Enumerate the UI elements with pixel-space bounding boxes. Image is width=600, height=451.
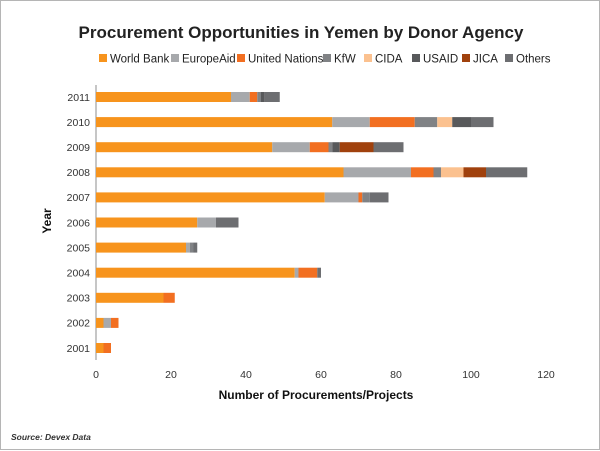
bar-segment bbox=[298, 267, 318, 278]
bar-segment bbox=[463, 167, 486, 178]
legend-swatch bbox=[171, 54, 179, 62]
bar-segment bbox=[324, 192, 359, 203]
y-tick-label: 2001 bbox=[67, 343, 91, 355]
bar-segment bbox=[96, 217, 198, 228]
bar-segment bbox=[272, 142, 310, 153]
legend-swatch bbox=[462, 54, 470, 62]
bar-segment bbox=[257, 92, 261, 102]
bar-segment bbox=[96, 117, 333, 128]
y-axis-title: Year bbox=[40, 208, 54, 234]
legend: World Bank EuropeAid United Nations KfW CIDA… bbox=[99, 54, 551, 66]
bar-segment bbox=[452, 117, 471, 128]
bar-segment bbox=[96, 292, 164, 303]
bar-segment bbox=[96, 267, 295, 278]
bar-segment bbox=[471, 117, 494, 128]
bar-segment bbox=[193, 242, 198, 253]
legend-label: World Bank bbox=[110, 54, 169, 66]
bar-segment bbox=[317, 267, 321, 278]
bar-segment bbox=[437, 117, 453, 128]
y-tick-label: 2009 bbox=[67, 142, 91, 154]
legend-label: JICA bbox=[473, 54, 498, 66]
y-tick-label: 2010 bbox=[67, 117, 91, 129]
x-tick-label: 40 bbox=[240, 369, 252, 381]
source-note: Source: Devex Data bbox=[11, 432, 91, 442]
legend-label: CIDA bbox=[375, 54, 403, 66]
legend-label: KfW bbox=[334, 54, 356, 66]
axes: 0 20 40 60 80 100 120 2011 2010 2009 2008 2007 2006 2… bbox=[67, 85, 555, 381]
bar-segment bbox=[96, 242, 186, 253]
bar-segment bbox=[332, 117, 370, 128]
bar-segment bbox=[294, 267, 299, 278]
legend-swatch bbox=[323, 54, 331, 62]
bar-segment bbox=[369, 117, 415, 128]
bar-segment bbox=[96, 142, 273, 153]
bar-segment bbox=[111, 317, 119, 328]
bar-segment bbox=[216, 217, 239, 228]
bar-segment bbox=[264, 92, 280, 102]
bar-segment bbox=[103, 343, 111, 353]
bar-segment bbox=[163, 292, 175, 303]
bars bbox=[96, 92, 528, 353]
chart-title: Procurement Opportunities in Yemen by Do… bbox=[79, 23, 524, 42]
x-tick-label: 60 bbox=[315, 369, 327, 381]
legend-swatch bbox=[237, 54, 245, 62]
bar-segment bbox=[231, 92, 250, 102]
x-axis-title: Number of Procurements/Projects bbox=[219, 388, 414, 402]
legend-label: EuropeAid bbox=[182, 54, 236, 66]
x-tick-label: 120 bbox=[537, 369, 555, 381]
bar-segment bbox=[249, 92, 258, 102]
x-tick-label: 0 bbox=[93, 369, 99, 381]
bar-segment bbox=[433, 167, 441, 178]
x-tick-label: 100 bbox=[462, 369, 480, 381]
bar-segment bbox=[103, 317, 111, 328]
y-tick-label: 2005 bbox=[67, 242, 91, 254]
legend-swatch bbox=[412, 54, 420, 62]
bar-segment bbox=[441, 167, 464, 178]
y-tick-label: 2008 bbox=[67, 167, 91, 179]
legend-label: USAID bbox=[423, 54, 458, 66]
bar-segment bbox=[197, 217, 216, 228]
bar-segment bbox=[189, 242, 194, 253]
y-tick-label: 2011 bbox=[67, 92, 90, 104]
bar-segment bbox=[96, 317, 104, 328]
bar-segment bbox=[96, 167, 344, 178]
y-tick-label: 2006 bbox=[67, 217, 91, 229]
bar-segment bbox=[362, 192, 370, 203]
bar-segment bbox=[343, 167, 411, 178]
x-tick-label: 20 bbox=[165, 369, 177, 381]
bar-segment bbox=[339, 142, 374, 153]
legend-swatch bbox=[99, 54, 107, 62]
y-tick-label: 2007 bbox=[67, 192, 91, 204]
y-tick-label: 2003 bbox=[67, 293, 91, 305]
bar-segment bbox=[261, 92, 265, 102]
bar-segment bbox=[332, 142, 340, 153]
y-tick-label: 2002 bbox=[67, 318, 91, 330]
bar-segment bbox=[309, 142, 329, 153]
bar-segment bbox=[486, 167, 528, 178]
y-tick-label: 2004 bbox=[67, 268, 91, 280]
legend-swatch bbox=[364, 54, 372, 62]
bar-segment bbox=[328, 142, 333, 153]
legend-label: Others bbox=[516, 54, 551, 66]
bar-segment bbox=[414, 117, 438, 128]
bar-segment bbox=[96, 343, 104, 353]
legend-swatch bbox=[505, 54, 513, 62]
x-tick-label: 80 bbox=[390, 369, 402, 381]
bar-segment bbox=[373, 142, 404, 153]
bar-segment bbox=[358, 192, 363, 203]
bar-segment bbox=[96, 192, 325, 203]
legend-label: United Nations bbox=[248, 54, 324, 66]
bar-segment bbox=[186, 242, 190, 253]
bar-segment bbox=[369, 192, 389, 203]
bar-segment bbox=[96, 92, 231, 102]
bar-segment bbox=[411, 167, 434, 178]
